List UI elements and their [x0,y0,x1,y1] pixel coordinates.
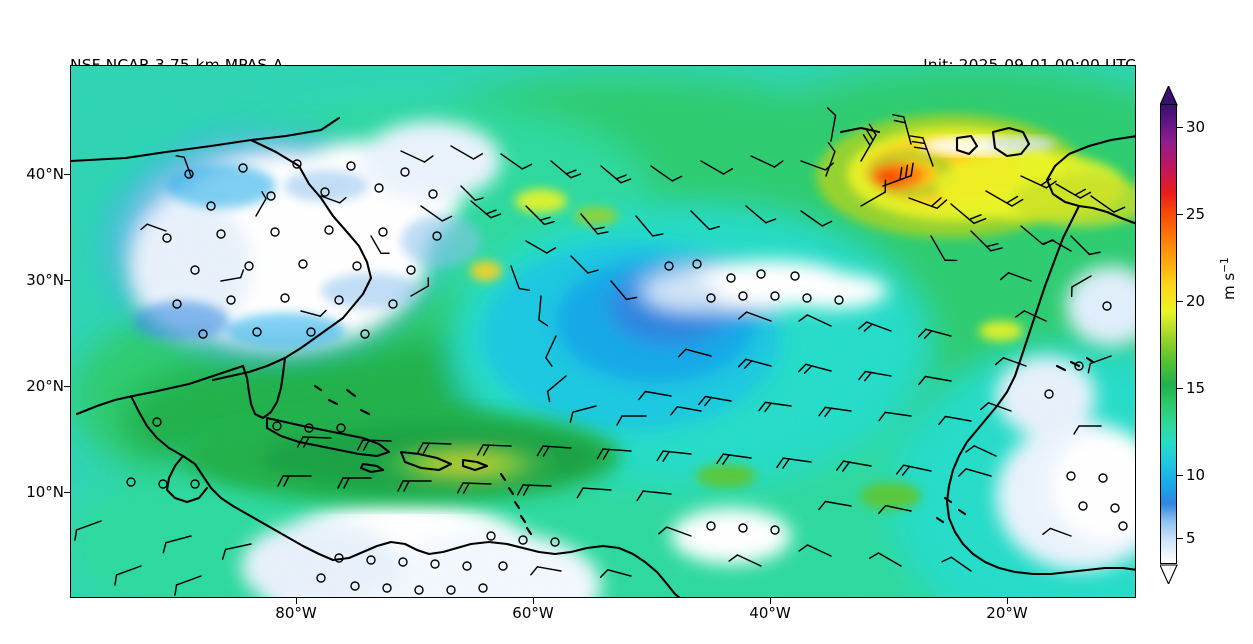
colorbar-ticklabel-25: 25 [1186,205,1206,223]
xtick-label-40W: 40°W [749,604,791,622]
colorbar-extend-top [1160,86,1178,106]
xtick-mark-80W [296,598,298,604]
xtick-mark-40W [770,598,772,604]
ytick-label-10N: 10°N [26,483,64,501]
colorbar-ticklabel-10: 10 [1186,466,1206,484]
ytick-mark-40N [64,174,70,176]
colorbar-gradient [1161,105,1176,563]
colorbar-tick-30 [1177,127,1183,129]
colorbar-tick-25 [1177,214,1183,216]
ytick-label-40N: 40°N [26,165,64,183]
colorbar-ticklabel-5: 5 [1186,529,1196,547]
colorbar-axis-label: m s−1 [1219,257,1238,300]
ytick-mark-10N [64,492,70,494]
xtick-label-80W: 80°W [275,604,317,622]
coastlines [71,116,1135,597]
xtick-mark-20W [1007,598,1009,604]
ytick-mark-20N [64,386,70,388]
colorbar-extend-bottom [1160,564,1178,584]
colorbar-tick-15 [1177,388,1183,390]
colorbar-tick-5 [1177,538,1183,540]
wind-field-plot [71,66,1135,597]
colorbar-ticklabel-30: 30 [1186,118,1206,136]
map-canvas [71,66,1135,597]
ytick-mark-30N [64,280,70,282]
ytick-label-20N: 20°N [26,377,64,395]
colorbar-tick-10 [1177,475,1183,477]
ytick-label-30N: 30°N [26,271,64,289]
xtick-label-60W: 60°W [512,604,554,622]
colorbar-body [1160,104,1177,564]
wind-barbs [74,107,1126,596]
map-axes [70,65,1136,598]
calm-station-circles [126,159,1128,595]
colorbar-ticklabel-20: 20 [1186,292,1206,310]
colorbar: 30 25 20 15 10 5 [1158,86,1205,584]
colorbar-ticklabel-15: 15 [1186,379,1206,397]
xtick-label-20W: 20°W [986,604,1028,622]
colorbar-tick-20 [1177,301,1183,303]
xtick-mark-60W [533,598,535,604]
